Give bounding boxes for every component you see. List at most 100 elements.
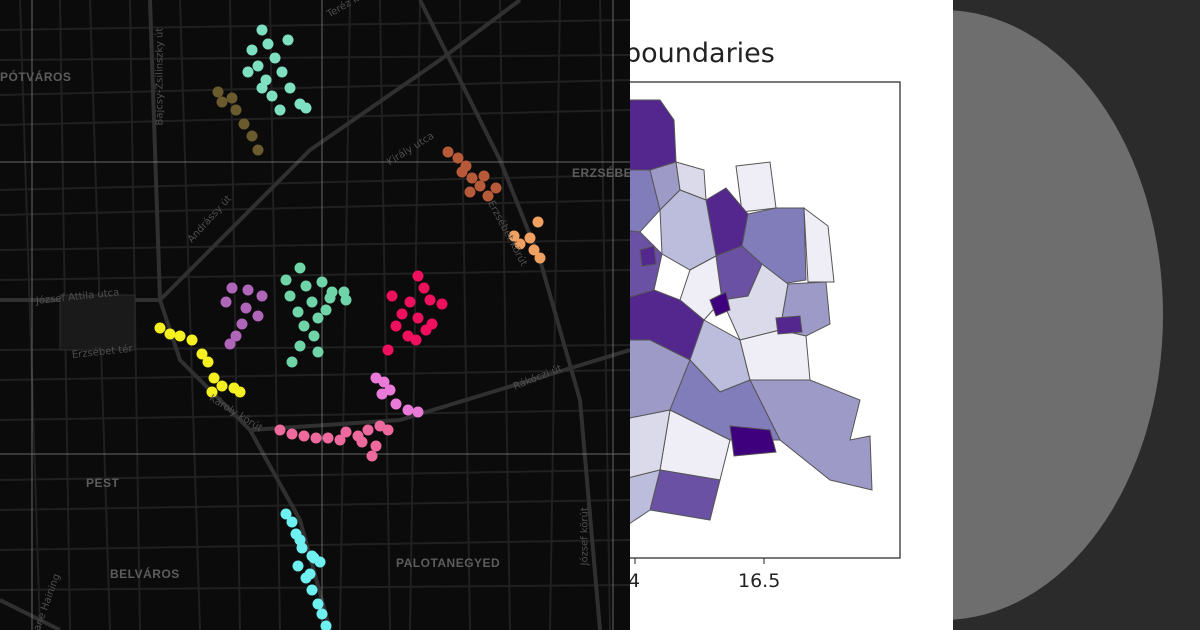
- cluster-point: [464, 186, 476, 198]
- cluster-point: [370, 440, 382, 452]
- street-map[interactable]: [0, 0, 630, 630]
- region: [749, 379, 873, 491]
- cluster-point: [286, 356, 298, 368]
- cluster-point: [284, 82, 296, 94]
- cluster-6: [382, 270, 448, 356]
- cluster-point: [382, 344, 394, 356]
- cluster-2: [442, 146, 502, 202]
- cluster-point: [236, 318, 248, 330]
- cluster-point: [412, 312, 424, 324]
- cluster-point: [240, 302, 252, 314]
- district-label-3: BELVÁROS: [110, 567, 180, 581]
- cluster-point: [208, 372, 220, 384]
- cluster-point: [286, 516, 298, 528]
- cluster-point: [252, 310, 264, 322]
- cluster-point: [234, 386, 246, 398]
- region: [803, 206, 835, 283]
- cluster-point: [418, 282, 430, 294]
- cluster-point: [362, 424, 374, 436]
- cluster-point: [390, 398, 402, 410]
- cluster-9: [274, 420, 394, 462]
- point-clusters: [154, 24, 546, 630]
- cluster-point: [226, 282, 238, 294]
- cluster-point: [212, 86, 224, 98]
- cluster-point: [256, 290, 268, 302]
- cluster-point: [294, 534, 306, 546]
- district-label-0: PÓTVÁROS: [0, 70, 72, 84]
- cluster-point: [206, 386, 218, 398]
- cluster-point: [269, 52, 281, 64]
- cluster-point: [226, 92, 238, 104]
- cluster-point: [466, 172, 478, 184]
- cluster-point: [230, 330, 242, 342]
- decorative-circle: [953, 10, 1163, 620]
- cluster-point: [242, 284, 254, 296]
- cluster-point: [452, 152, 464, 164]
- cluster-point: [320, 304, 332, 316]
- cluster-point: [230, 104, 242, 116]
- cluster-point: [286, 428, 298, 440]
- cluster-point: [186, 334, 198, 346]
- cluster-point: [312, 598, 324, 610]
- cluster-point: [436, 298, 448, 310]
- cluster-point: [514, 238, 526, 250]
- cluster-point: [474, 180, 486, 192]
- street-label-0: Bajcsy-Zsilinszky út: [154, 27, 166, 126]
- plot-title: boundaries: [630, 38, 775, 69]
- district-label-2: PEST: [86, 476, 120, 490]
- cluster-point: [376, 388, 388, 400]
- cluster-point: [412, 406, 424, 418]
- cluster-point: [424, 294, 436, 306]
- cluster-point: [216, 380, 228, 392]
- cluster-7: [154, 322, 246, 398]
- cluster-point: [216, 96, 228, 108]
- choropleth-plot: [630, 81, 901, 564]
- cluster-point: [266, 90, 278, 102]
- cluster-point: [334, 434, 346, 446]
- cluster-point: [310, 432, 322, 444]
- cluster-point: [224, 338, 236, 350]
- cluster-point: [456, 166, 468, 178]
- boundary-polygons: [630, 99, 873, 524]
- region: [709, 291, 731, 317]
- cluster-point: [356, 436, 368, 448]
- cluster-point: [252, 144, 264, 156]
- cluster-point: [238, 118, 250, 130]
- cluster-1: [212, 86, 264, 156]
- region: [630, 469, 661, 524]
- cluster-point: [426, 318, 438, 330]
- cluster-point: [300, 280, 312, 292]
- cluster-point: [292, 560, 304, 572]
- map-panel[interactable]: PÓTVÁROS ERZSÉBET PEST BELVÁROS PALOTANE…: [0, 0, 630, 630]
- cluster-point: [274, 424, 286, 436]
- region: [630, 99, 677, 171]
- cluster-point: [306, 296, 318, 308]
- region: [735, 161, 777, 213]
- region: [775, 315, 803, 335]
- cluster-point: [482, 190, 494, 202]
- cluster-point: [312, 312, 324, 324]
- x-tick-label-1: 16.5: [738, 570, 781, 592]
- cluster-5: [220, 282, 268, 350]
- cluster-point: [386, 290, 398, 302]
- cluster-point: [508, 230, 520, 242]
- cluster-point: [316, 276, 328, 288]
- cluster-point: [220, 296, 232, 308]
- cluster-point: [390, 320, 402, 332]
- cluster-point: [366, 450, 378, 462]
- street-label-8: József körút: [579, 507, 591, 566]
- cluster-point: [294, 262, 306, 274]
- cluster-point: [534, 252, 546, 264]
- cluster-point: [532, 216, 544, 228]
- cluster-point: [322, 432, 334, 444]
- cluster-point: [246, 44, 258, 56]
- region: [729, 425, 777, 457]
- cluster-point: [404, 296, 416, 308]
- region: [630, 169, 661, 233]
- axes-frame: [630, 81, 901, 559]
- cluster-point: [164, 328, 176, 340]
- cluster-point: [316, 608, 328, 620]
- cluster-point: [174, 330, 186, 342]
- cluster-point: [280, 274, 292, 286]
- cluster-point: [378, 376, 390, 388]
